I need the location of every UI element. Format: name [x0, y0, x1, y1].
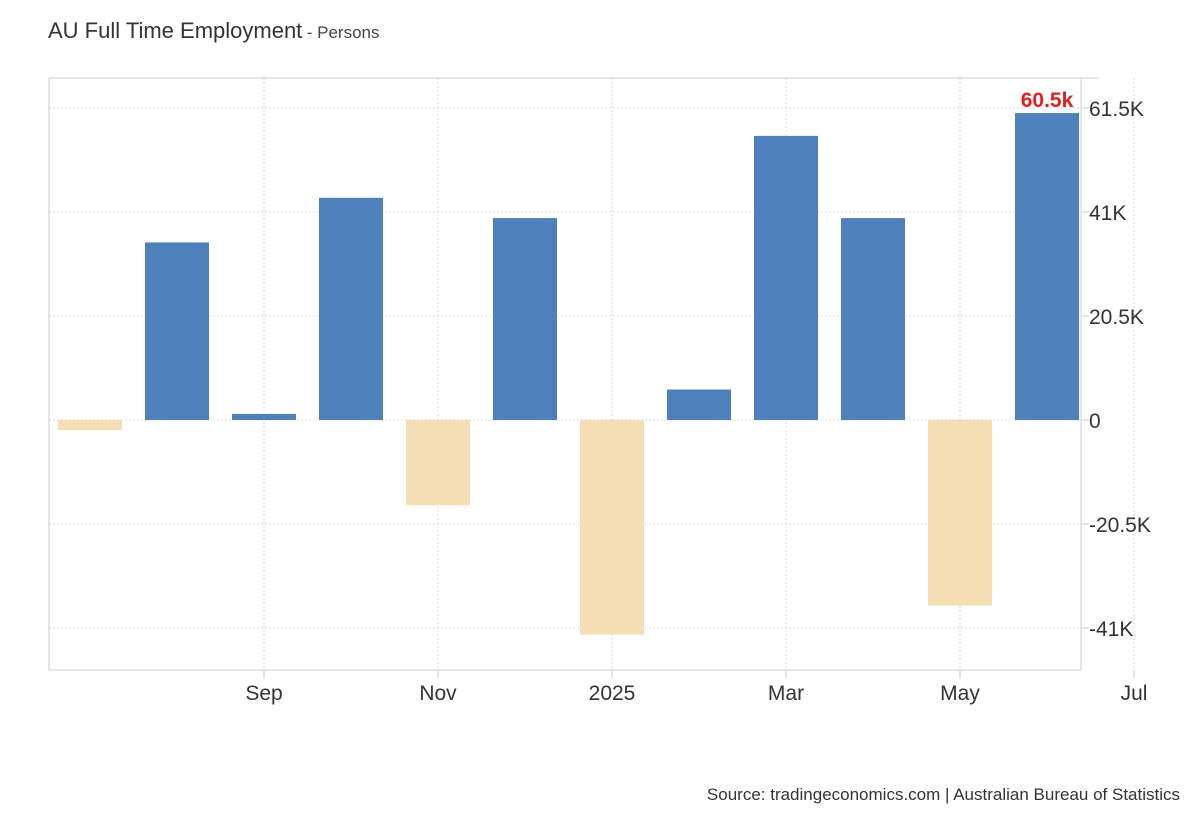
- x-tick-label: May: [940, 682, 980, 705]
- bar-apr-2025: [841, 218, 905, 420]
- bar-sep-2024: [232, 413, 296, 420]
- bar-mar-2025: [754, 135, 818, 420]
- y-tick-label: 61.5K: [1089, 98, 1144, 121]
- chart-axes: [48, 77, 1135, 678]
- y-tick-label: 0: [1089, 410, 1101, 433]
- bar-oct-2024: [319, 197, 383, 420]
- bar-chart: 61.5K 41K 20.5K 0 -20.5K -41K Sep Nov 2025 Mar May…: [48, 77, 1151, 705]
- bar-aug-2024: [145, 242, 209, 420]
- x-tick-label: Sep: [245, 682, 282, 705]
- x-tick-label: Mar: [768, 682, 804, 705]
- bar-jun-2025: [1015, 113, 1079, 420]
- bar-jan-2025: [580, 420, 644, 635]
- bar-jul-2024: [58, 420, 122, 431]
- y-tick-label: 41K: [1089, 202, 1126, 225]
- bar-nov-2024: [406, 420, 470, 506]
- x-tick-label: Jul: [1121, 682, 1148, 705]
- bar-dec-2024: [493, 218, 557, 420]
- chart-title: AU Full Time Employment - Persons: [48, 18, 380, 44]
- bar-feb-2025: [667, 389, 731, 420]
- chart-bars: [58, 113, 1079, 635]
- y-tick-label: 20.5K: [1089, 306, 1144, 329]
- last-value-label: 60.5k: [1021, 89, 1074, 112]
- x-tick-label: 2025: [589, 682, 636, 705]
- y-tick-label: -20.5K: [1089, 514, 1151, 537]
- chart-labels: 61.5K 41K 20.5K 0 -20.5K -41K Sep Nov 2025 Mar May…: [245, 89, 1151, 705]
- chart-title-unit: - Persons: [306, 23, 380, 42]
- y-tick-label: -41K: [1089, 618, 1133, 641]
- bar-may-2025: [928, 420, 992, 606]
- source-note: Source: tradingeconomics.com | Australia…: [706, 785, 1180, 804]
- chart-title-main: AU Full Time Employment: [48, 18, 303, 43]
- x-tick-label: Nov: [419, 682, 457, 705]
